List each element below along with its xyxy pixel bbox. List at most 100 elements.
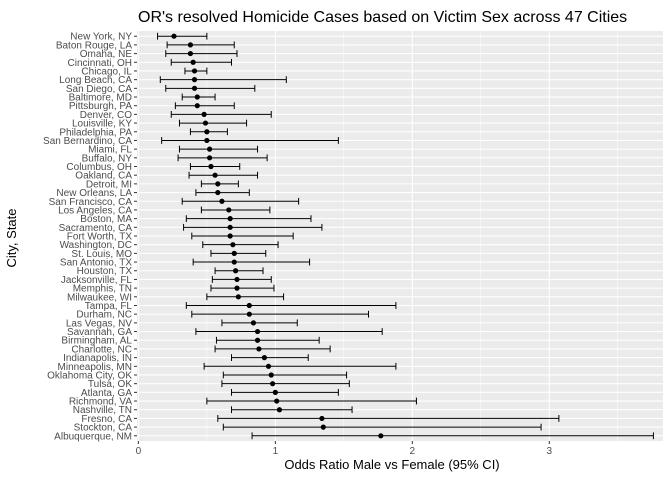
errorbar: [188, 171, 259, 179]
y-tick-label: Oakland, CA: [75, 171, 132, 182]
errorbar: [166, 41, 235, 49]
y-tick-label: Milwaukee, WI: [67, 292, 132, 303]
point-estimate: [261, 355, 267, 361]
x-axis-tick-labels: 0 1 2 3: [136, 441, 553, 457]
point-estimate: [204, 129, 210, 135]
errorbar: [157, 32, 208, 40]
errorbar: [185, 215, 312, 223]
point-estimate: [246, 311, 252, 317]
y-tick-label: San Bernardino, CA: [43, 136, 132, 147]
point-estimate: [201, 111, 207, 117]
point-estimate: [226, 207, 232, 213]
point-estimate: [187, 50, 194, 57]
x-axis-title: Odds Ratio Male vs Female (95% CI): [284, 457, 499, 472]
errorbar: [231, 406, 353, 414]
point-estimate: [215, 189, 221, 196]
y-tick-label: Stockton, CA: [74, 423, 133, 434]
y-tick-label: Minneapolis, MN: [58, 362, 132, 373]
errorbar: [251, 432, 654, 440]
errorbar: [214, 345, 331, 353]
point-estimate: [191, 85, 198, 91]
y-tick-label: Las Vegas, NV: [66, 318, 132, 329]
y-tick-label: Baton Rouge, LA: [56, 40, 132, 51]
point-estimate: [270, 381, 276, 387]
errorbar: [222, 423, 542, 431]
x-tick-label: 0: [136, 446, 142, 457]
errorbar: [211, 276, 272, 283]
y-tick-label: New York, NY: [70, 32, 132, 43]
point-estimate: [265, 363, 272, 369]
point-estimate: [268, 372, 274, 378]
y-tick-label: Jacksonville, FL: [61, 275, 133, 286]
y-tick-label: Los Angeles, CA: [58, 205, 132, 216]
point-estimate: [378, 433, 384, 439]
y-tick-label: Nashville, TN: [73, 405, 132, 416]
errorbar: [214, 267, 264, 275]
point-estimate: [208, 163, 214, 170]
errorbar: [210, 249, 267, 257]
errorbar: [185, 302, 397, 309]
y-tick-label: Albuquerque, NM: [54, 431, 132, 442]
errorbar: [178, 145, 259, 153]
errorbar: [165, 84, 256, 92]
point-estimate: [194, 94, 200, 100]
y-tick-label: Sacramento, CA: [59, 223, 133, 234]
y-tick-label: Charlotte, NC: [71, 344, 132, 355]
errorbar: [215, 336, 320, 344]
y-tick-label: Chicago, IL: [81, 66, 132, 77]
errorbar: [192, 258, 311, 266]
point-estimate: [274, 398, 280, 404]
y-tick-label: Boston, MA: [80, 214, 132, 225]
y-tick-label: Indianapolis, IN: [63, 353, 132, 364]
y-tick-label: Fresno, CA: [81, 414, 132, 425]
point-estimate: [231, 259, 237, 265]
y-tick-label: Long Beach, CA: [59, 75, 132, 86]
y-tick-label: Omaha, NE: [80, 49, 133, 60]
y-tick-label: Detroit, MI: [86, 179, 132, 190]
errorbar: [231, 388, 339, 396]
errorbar: [210, 284, 275, 292]
point-estimate: [227, 216, 233, 222]
y-tick-label: Louisville, KY: [72, 119, 132, 130]
point-estimate: [254, 328, 261, 335]
errorbar: [189, 163, 241, 170]
point-estimate: [320, 424, 326, 430]
y-tick-label: San Antonio, TX: [60, 258, 132, 269]
point-estimate: [212, 172, 218, 178]
errorbar: [217, 415, 560, 422]
y-tick-label: Memphis, TN: [73, 284, 132, 295]
point-estimate: [233, 268, 239, 274]
point-estimate: [231, 250, 237, 256]
errorbar: [181, 197, 300, 205]
point-estimates: [171, 33, 384, 439]
errorbar: [203, 362, 397, 370]
y-tick-label: Tulsa, OK: [88, 379, 132, 390]
errorbar: [165, 50, 238, 57]
errorbar: [191, 232, 294, 240]
point-estimate: [215, 181, 221, 187]
chart-title: OR's resolved Homicide Cases based on Vi…: [138, 9, 627, 26]
grid-lines: [137, 31, 663, 441]
y-tick-label: Cincinnati, OH: [68, 58, 132, 69]
point-estimate: [187, 42, 194, 48]
point-estimate: [171, 33, 177, 39]
point-estimate: [256, 346, 262, 352]
errorbar: [159, 76, 287, 84]
errorbar: [200, 206, 271, 214]
y-tick-label: Philadelphia, PA: [59, 127, 132, 138]
errorbar: [170, 58, 233, 66]
y-tick-label: Oklahoma City, OK: [47, 370, 132, 381]
errorbar: [178, 119, 248, 127]
y-axis-title: City, State: [4, 208, 19, 267]
errorbar: [231, 354, 309, 362]
point-estimate: [234, 276, 240, 283]
point-estimate: [250, 320, 257, 326]
y-tick-label: Pittsburgh, PA: [69, 101, 133, 112]
y-tick-label: Baltimore, MD: [69, 93, 132, 104]
errorbar: [174, 102, 235, 110]
errorbar: [206, 293, 285, 301]
errorbar: [206, 397, 417, 405]
point-estimate: [194, 103, 200, 109]
